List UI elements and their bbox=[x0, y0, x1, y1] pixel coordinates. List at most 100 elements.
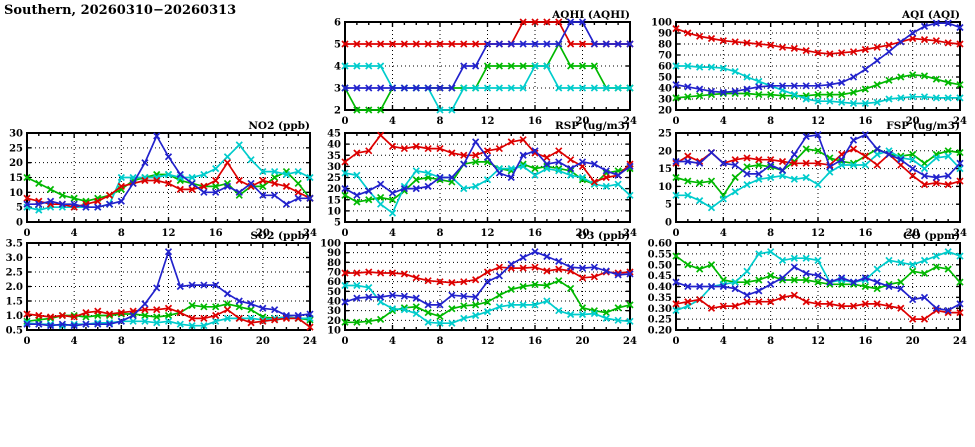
page-title: Southern, 20260310−20260313 bbox=[4, 3, 237, 18]
svg-text:0.55: 0.55 bbox=[648, 249, 672, 260]
svg-text:0.40: 0.40 bbox=[648, 282, 672, 293]
series-red bbox=[23, 304, 314, 331]
svg-text:0.60: 0.60 bbox=[648, 239, 672, 250]
svg-text:12: 12 bbox=[162, 228, 176, 239]
svg-text:24: 24 bbox=[953, 116, 967, 127]
svg-text:70: 70 bbox=[327, 268, 341, 279]
svg-text:4: 4 bbox=[389, 116, 396, 127]
x-axis-labels: 0 4 8 12 16 20 24 bbox=[673, 116, 967, 127]
series-red bbox=[672, 24, 964, 58]
svg-text:30: 30 bbox=[327, 306, 341, 317]
y-axis-labels: 2 3 4 5 6 bbox=[334, 18, 341, 117]
svg-text:90: 90 bbox=[658, 29, 672, 40]
chart-aqi: 20 30 40 50 60 70 80 90 100 0 4 8 12 16 20 24 AQI (AQI) bbox=[644, 8, 974, 134]
svg-text:0.30: 0.30 bbox=[648, 304, 672, 315]
svg-text:50: 50 bbox=[658, 73, 672, 84]
chart-title-rsp: RSP (ug/m3) bbox=[555, 120, 630, 132]
chart-so2: 0.5 1.0 1.5 2.0 2.5 3.0 3.5 0 4 8 12 16 20 24 SO2 (ppb… bbox=[0, 229, 324, 354]
x-axis-labels: 0 4 8 12 16 20 24 bbox=[673, 228, 967, 239]
axis-ticks bbox=[344, 242, 631, 331]
axis-ticks bbox=[26, 242, 311, 331]
svg-text:24: 24 bbox=[623, 228, 637, 239]
series-blue bbox=[341, 18, 634, 92]
chart-title-aqhi: AQHI (AQHI) bbox=[551, 9, 630, 21]
svg-text:0.50: 0.50 bbox=[648, 260, 672, 271]
svg-text:0.45: 0.45 bbox=[648, 271, 672, 282]
svg-text:8: 8 bbox=[437, 116, 444, 127]
svg-text:0: 0 bbox=[673, 116, 680, 127]
svg-text:16: 16 bbox=[209, 228, 223, 239]
svg-text:1.0: 1.0 bbox=[6, 311, 23, 322]
svg-text:2: 2 bbox=[334, 106, 341, 117]
svg-text:80: 80 bbox=[658, 40, 672, 51]
svg-text:20: 20 bbox=[906, 336, 920, 347]
y-axis-labels: 0.200.250.300.350.400.450.500.550.60 bbox=[648, 239, 672, 337]
svg-text:20: 20 bbox=[906, 228, 920, 239]
svg-text:24: 24 bbox=[303, 228, 317, 239]
y-axis-labels: 0 5 10 15 20 25 30 bbox=[9, 129, 23, 229]
series-blue bbox=[672, 263, 964, 315]
svg-text:16: 16 bbox=[209, 336, 223, 347]
y-axis-labels: 0 5 10 15 20 25 bbox=[658, 129, 672, 229]
svg-text:AQI (AQI): AQI (AQI) bbox=[901, 9, 960, 21]
svg-text:25: 25 bbox=[327, 173, 341, 184]
chart-co: 0.20 0.25 0.30 0.35 0.40 0.45 0.50 0.55 0.60 0 4 8 1… bbox=[644, 229, 974, 354]
svg-text:45: 45 bbox=[327, 129, 341, 140]
series-red bbox=[341, 263, 634, 287]
svg-text:2.0: 2.0 bbox=[6, 282, 23, 293]
svg-text:0: 0 bbox=[24, 336, 31, 347]
svg-text:20: 20 bbox=[256, 336, 270, 347]
svg-text:1.5: 1.5 bbox=[6, 297, 23, 308]
svg-text:2.5: 2.5 bbox=[6, 268, 23, 279]
x-axis-labels: 0 4 8 12 16 20 24 bbox=[24, 228, 317, 239]
svg-text:5: 5 bbox=[334, 218, 341, 229]
svg-text:0: 0 bbox=[665, 218, 672, 229]
svg-text:12: 12 bbox=[481, 336, 495, 347]
x-axis-labels: 0 4 8 12 16 20 24 bbox=[342, 228, 637, 239]
svg-text:40: 40 bbox=[327, 297, 341, 308]
svg-text:12: 12 bbox=[811, 228, 825, 239]
svg-text:20: 20 bbox=[9, 158, 23, 169]
svg-text:24: 24 bbox=[953, 228, 967, 239]
series-cyan bbox=[341, 62, 634, 114]
svg-text:12: 12 bbox=[481, 228, 495, 239]
chart-canvas-co: 0.200.250.300.350.400.450.500.550.600 4 8 1… bbox=[648, 230, 967, 347]
svg-text:16: 16 bbox=[858, 116, 872, 127]
svg-text:24: 24 bbox=[623, 116, 637, 127]
chart-title-aqi: AQI (AQI) bbox=[901, 9, 960, 21]
svg-text:15: 15 bbox=[658, 164, 672, 175]
chart-title-co: CO (ppm) bbox=[903, 230, 960, 242]
series-blue bbox=[672, 131, 964, 182]
svg-text:5: 5 bbox=[665, 200, 672, 211]
svg-text:5: 5 bbox=[16, 203, 23, 214]
y-axis-labels: 0.5 1.0 1.5 2.0 2.5 3.0 3.5 bbox=[6, 239, 23, 337]
svg-text:15: 15 bbox=[327, 195, 341, 206]
svg-text:20: 20 bbox=[658, 106, 672, 117]
chart-title-fsp: FSP (ug/m3) bbox=[886, 120, 960, 132]
svg-text:0.5: 0.5 bbox=[6, 326, 23, 337]
svg-text:8: 8 bbox=[437, 336, 444, 347]
axis-ticks bbox=[26, 132, 311, 223]
svg-text:16: 16 bbox=[528, 228, 542, 239]
series-red bbox=[672, 291, 964, 323]
svg-text:40: 40 bbox=[658, 84, 672, 95]
axis-ticks bbox=[675, 132, 961, 223]
svg-text:6: 6 bbox=[334, 18, 341, 29]
svg-text:100: 100 bbox=[320, 239, 341, 250]
series-green bbox=[341, 277, 634, 326]
chart-title-no2: NO2 (ppb) bbox=[248, 120, 310, 132]
chart-o3: 10 20 30 40 50 60 70 80 90 100 0 4 8 12 16 20 24 O3 (ppb) bbox=[313, 229, 644, 354]
svg-text:0: 0 bbox=[16, 218, 23, 229]
svg-text:20: 20 bbox=[576, 228, 590, 239]
svg-text:10: 10 bbox=[327, 326, 341, 337]
chart-canvas-aqhi: 2 3 4 5 6 0 4 8 12 16 20 24 AQHI (AQHI) bbox=[334, 9, 637, 127]
svg-text:25: 25 bbox=[658, 129, 672, 140]
svg-text:0: 0 bbox=[342, 336, 349, 347]
svg-text:70: 70 bbox=[658, 51, 672, 62]
svg-text:3.0: 3.0 bbox=[6, 253, 23, 264]
svg-text:30: 30 bbox=[658, 95, 672, 106]
